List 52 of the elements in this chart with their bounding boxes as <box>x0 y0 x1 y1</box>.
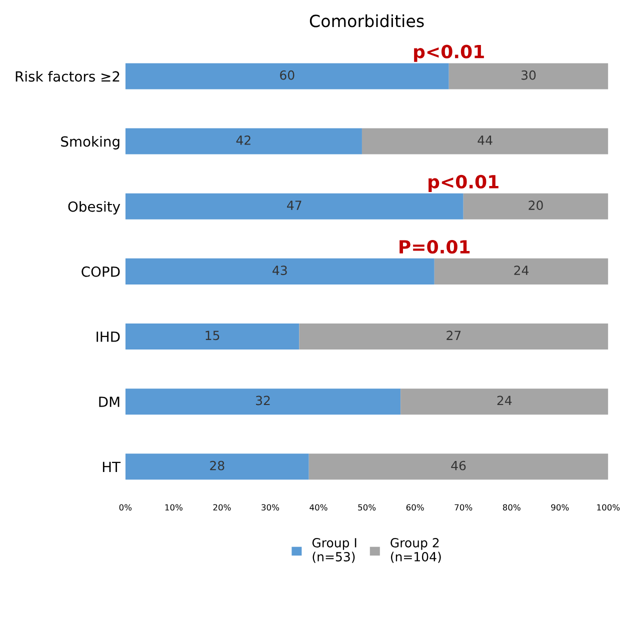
x-tick-label: 40% <box>310 504 328 511</box>
y-tick-label: Obesity <box>68 201 120 215</box>
y-tick-label: HT <box>102 462 121 472</box>
x-tick-label: 100% <box>597 504 620 511</box>
x-tick-label: 10% <box>165 504 182 511</box>
annotation: 44 <box>478 136 492 145</box>
annotation: p<0.01 <box>428 174 498 192</box>
annotation: 46 <box>451 460 466 470</box>
x-tick-label: 20% <box>213 504 231 511</box>
annotation: 24 <box>497 396 512 406</box>
y-tick-label: COPD <box>82 266 120 277</box>
bar <box>299 324 608 350</box>
annotation: 24 <box>514 266 529 275</box>
x-tick-label: 90% <box>551 504 569 511</box>
annotation: p<0.01 <box>414 44 484 62</box>
annotation: 32 <box>256 396 270 406</box>
annotation: P=0.01 <box>400 240 470 254</box>
x-tick-label: 80% <box>502 504 520 511</box>
bar <box>308 454 608 480</box>
bar <box>125 63 449 90</box>
bar <box>434 258 608 284</box>
bar <box>400 388 608 415</box>
bar <box>125 193 464 220</box>
bar <box>125 324 300 350</box>
x-tick-label: 50% <box>358 504 376 511</box>
annotation: 28 <box>210 460 224 470</box>
bar <box>463 193 608 220</box>
legend-label: Group I (n=53) <box>312 538 356 563</box>
y-tick-label: IHD <box>96 332 120 342</box>
annotation: 60 <box>280 70 294 80</box>
annotation: 47 <box>287 200 302 210</box>
x-tick-label: 70% <box>454 504 472 511</box>
bar <box>362 128 608 154</box>
annotation: 42 <box>236 135 250 145</box>
y-tick-label: Smoking <box>61 136 120 150</box>
bar <box>448 63 608 90</box>
annotation: 15 <box>206 330 220 340</box>
x-tick-label: 60% <box>406 504 424 511</box>
annotation: 30 <box>522 70 536 80</box>
bar <box>125 388 401 415</box>
bar <box>125 258 434 284</box>
bar <box>125 128 362 154</box>
y-tick-label: DM <box>99 396 120 407</box>
annotation: 27 <box>446 330 461 340</box>
chart-title: Comorbidities <box>310 14 424 28</box>
bar <box>125 454 309 480</box>
annotation: 43 <box>272 266 287 276</box>
x-tick-label: 30% <box>262 504 280 511</box>
annotation: 20 <box>528 200 543 210</box>
x-tick-label: 0% <box>119 504 132 511</box>
y-tick-label: Risk factors ≥2 <box>16 70 120 82</box>
legend-label: Group 2 (n=104) <box>390 538 441 563</box>
